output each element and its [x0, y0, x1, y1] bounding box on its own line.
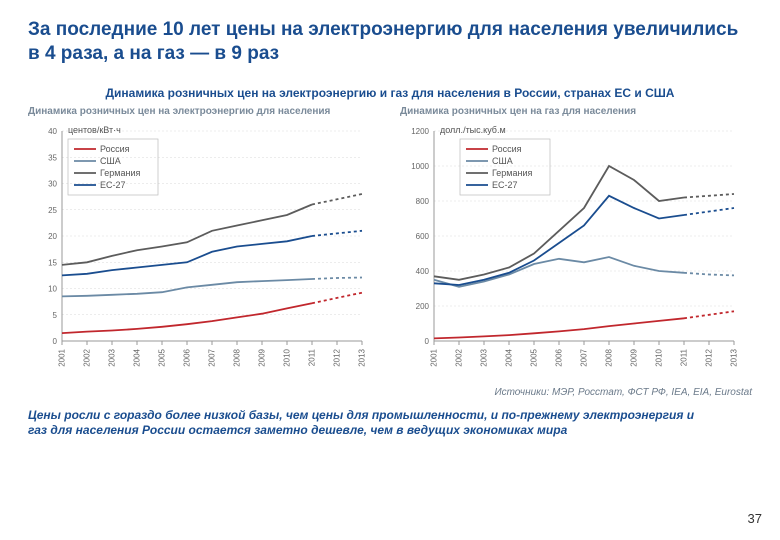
svg-text:2001: 2001 [429, 348, 438, 366]
svg-text:2011: 2011 [307, 348, 316, 366]
svg-text:20: 20 [48, 232, 57, 241]
series-germany [434, 166, 684, 280]
svg-text:2005: 2005 [157, 348, 166, 366]
svg-text:2002: 2002 [82, 348, 91, 366]
electricity-chart: 0 5 10 15 20 25 30 35 40 центов/кВт·ч 2001 2002 2003… [28, 121, 368, 381]
series-eu27 [434, 195, 684, 284]
legend-label-eu27: ЕС-27 [100, 180, 126, 190]
legend-label-russia: Россия [492, 144, 522, 154]
series-germany [62, 204, 312, 264]
svg-text:2003: 2003 [479, 348, 488, 366]
series-usa-forecast [312, 277, 362, 279]
series-russia [62, 303, 312, 333]
page-title: За последние 10 лет цены на электроэнерг… [28, 18, 752, 66]
svg-text:2011: 2011 [679, 348, 688, 366]
svg-text:2006: 2006 [554, 348, 563, 366]
svg-text:2006: 2006 [182, 348, 191, 366]
svg-text:2007: 2007 [207, 348, 216, 366]
svg-text:5: 5 [53, 310, 58, 319]
svg-text:35: 35 [48, 153, 57, 162]
svg-text:15: 15 [48, 258, 57, 267]
gas-chart-subtitle: Динамика розничных цен на газ для населе… [400, 106, 752, 117]
svg-text:10: 10 [48, 284, 57, 293]
svg-text:2004: 2004 [132, 348, 141, 366]
legend-label-germany: Германия [492, 168, 532, 178]
legend-label-russia: Россия [100, 144, 130, 154]
series-usa-forecast [684, 272, 734, 275]
svg-text:0: 0 [425, 337, 430, 346]
svg-text:2005: 2005 [529, 348, 538, 366]
section-title: Динамика розничных цен на электроэнергию… [28, 86, 752, 100]
svg-text:2009: 2009 [257, 348, 266, 366]
svg-text:2012: 2012 [704, 348, 713, 366]
svg-text:2003: 2003 [107, 348, 116, 366]
svg-text:0: 0 [53, 337, 58, 346]
slide-page: За последние 10 лет цены на электроэнерг… [0, 0, 780, 540]
series-russia-forecast [684, 311, 734, 318]
svg-text:30: 30 [48, 179, 57, 188]
svg-text:2009: 2009 [629, 348, 638, 366]
legend-label-eu27: ЕС-27 [492, 180, 518, 190]
gas-chart-column: Динамика розничных цен на газ для населе… [400, 106, 752, 381]
svg-text:2012: 2012 [332, 348, 341, 366]
svg-text:2010: 2010 [282, 348, 291, 366]
source-line: Источники: МЭР, Росстат, ФСТ РФ, IEA, EI… [28, 387, 752, 398]
series-usa [62, 279, 312, 296]
series-eu27-forecast [684, 208, 734, 215]
legend-label-usa: США [100, 156, 121, 166]
svg-text:2008: 2008 [604, 348, 613, 366]
svg-text:800: 800 [416, 197, 430, 206]
series-russia-forecast [312, 292, 362, 303]
svg-text:200: 200 [416, 302, 430, 311]
svg-text:2013: 2013 [357, 348, 366, 366]
svg-text:1200: 1200 [411, 127, 429, 136]
gas-chart: 0 200 400 600 800 1000 1200 долл./тыс.куб.м 2001… [400, 121, 740, 381]
series-russia [434, 318, 684, 338]
legend: Россия США Германия ЕС-27 [460, 139, 550, 195]
series-germany-forecast [684, 194, 734, 198]
legend-label-usa: США [492, 156, 513, 166]
charts-row: Динамика розничных цен на электроэнергию… [28, 106, 752, 381]
svg-text:долл./тыс.куб.м: долл./тыс.куб.м [440, 125, 506, 135]
legend: Россия США Германия ЕС-27 [68, 139, 158, 195]
svg-text:2007: 2007 [579, 348, 588, 366]
legend-label-germany: Германия [100, 168, 140, 178]
svg-text:2001: 2001 [57, 348, 66, 366]
svg-text:1000: 1000 [411, 162, 429, 171]
footnote: Цены росли с гораздо более низкой базы, … [28, 408, 752, 439]
svg-text:2004: 2004 [504, 348, 513, 366]
svg-text:600: 600 [416, 232, 430, 241]
svg-text:2010: 2010 [654, 348, 663, 366]
svg-text:центов/кВт·ч: центов/кВт·ч [68, 125, 121, 135]
svg-text:2002: 2002 [454, 348, 463, 366]
svg-text:2008: 2008 [232, 348, 241, 366]
electricity-chart-column: Динамика розничных цен на электроэнергию… [28, 106, 380, 381]
svg-text:400: 400 [416, 267, 430, 276]
svg-text:2013: 2013 [729, 348, 738, 366]
page-number: 37 [748, 511, 762, 526]
svg-text:25: 25 [48, 205, 57, 214]
electricity-chart-subtitle: Динамика розничных цен на электроэнергию… [28, 106, 380, 117]
svg-text:40: 40 [48, 127, 57, 136]
series-eu27-forecast [312, 230, 362, 235]
series-germany-forecast [312, 194, 362, 205]
